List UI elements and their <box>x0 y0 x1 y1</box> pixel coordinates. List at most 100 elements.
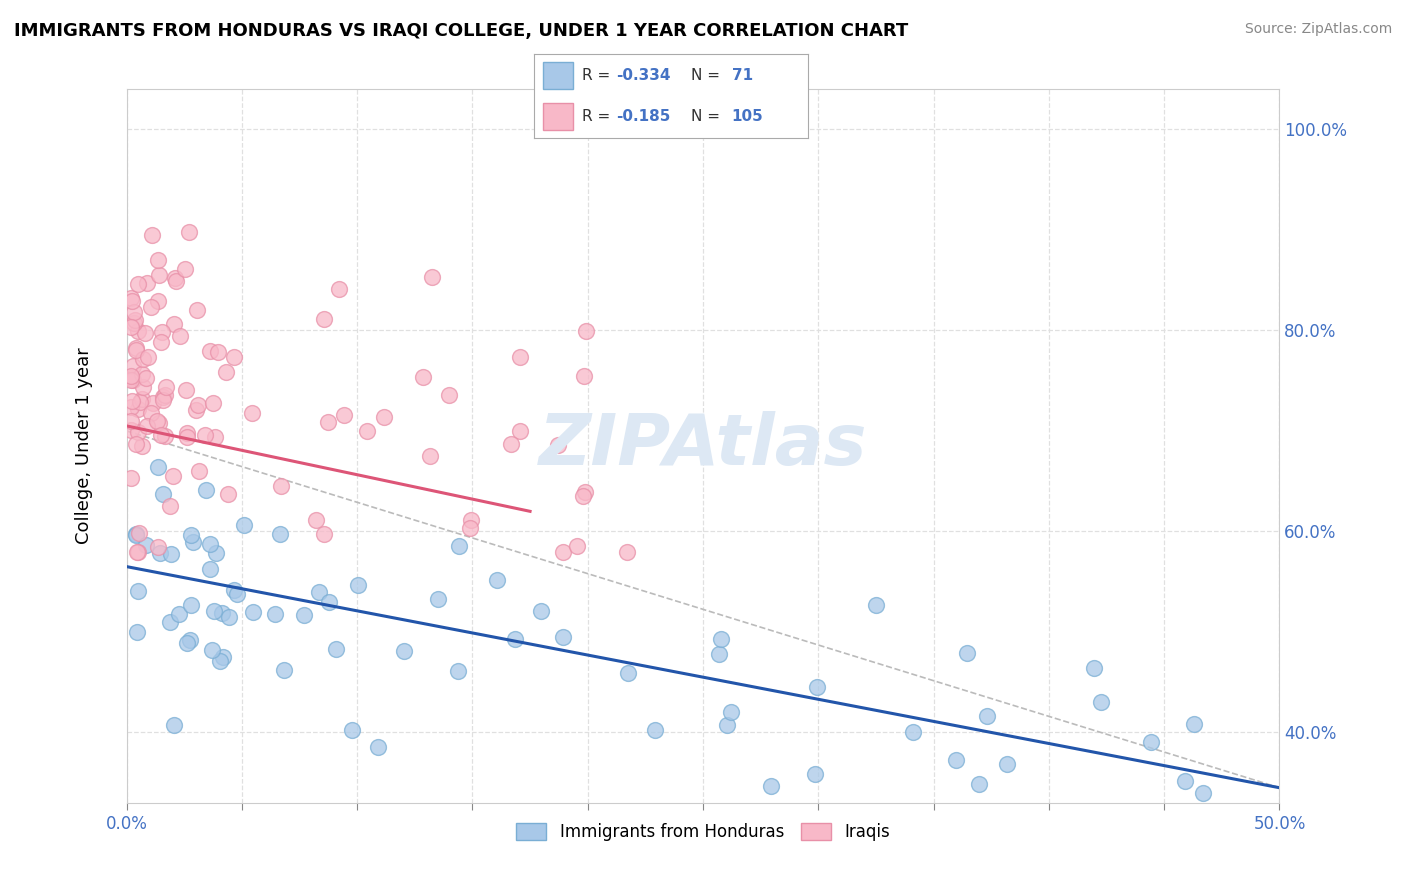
Point <box>616 665 638 680</box>
Point <box>332 408 354 422</box>
Point <box>198 537 221 551</box>
Point <box>162 717 184 731</box>
Point <box>373 409 395 424</box>
Point <box>720 705 742 719</box>
Text: Source: ZipAtlas.com: Source: ZipAtlas.com <box>1244 22 1392 37</box>
Point <box>194 428 217 442</box>
Point <box>530 604 553 618</box>
Text: College, Under 1 year: College, Under 1 year <box>76 348 93 544</box>
Point <box>328 283 350 297</box>
Point <box>242 605 264 619</box>
Point <box>1182 716 1205 731</box>
Point <box>127 583 149 598</box>
Point <box>165 274 187 288</box>
Point <box>120 400 142 414</box>
Point <box>976 709 998 723</box>
Point <box>312 311 335 326</box>
Point <box>208 654 231 668</box>
Point <box>125 436 148 450</box>
Point <box>340 723 363 737</box>
Point <box>308 585 330 599</box>
Point <box>565 539 588 553</box>
Point <box>270 479 292 493</box>
Point <box>184 402 207 417</box>
Point <box>120 319 142 334</box>
Point <box>120 291 142 305</box>
Point <box>225 587 247 601</box>
Point <box>211 607 233 621</box>
Point <box>574 485 596 500</box>
Point <box>202 396 225 410</box>
Point <box>125 544 148 558</box>
Point <box>574 324 596 338</box>
Point <box>211 649 233 664</box>
Point <box>188 464 211 478</box>
Point <box>945 752 967 766</box>
Point <box>174 383 197 397</box>
Point <box>325 642 347 657</box>
Point <box>132 380 155 394</box>
Point <box>426 592 449 607</box>
Point <box>1090 695 1112 709</box>
Point <box>169 329 191 343</box>
Point <box>152 390 174 404</box>
Point <box>148 416 170 430</box>
Point <box>503 632 526 647</box>
Text: -0.334: -0.334 <box>616 68 671 83</box>
Text: 71: 71 <box>731 68 752 83</box>
Point <box>155 380 177 394</box>
Point <box>167 607 190 621</box>
Point <box>716 718 738 732</box>
Point <box>120 471 142 485</box>
Point <box>174 262 197 277</box>
Point <box>292 607 315 622</box>
Text: N =: N = <box>690 68 724 83</box>
Point <box>160 547 183 561</box>
Point <box>1140 735 1163 749</box>
Point <box>136 350 159 364</box>
Point <box>120 414 142 428</box>
Point <box>181 535 204 549</box>
Point <box>127 277 149 292</box>
Point <box>148 268 170 282</box>
Point <box>420 270 443 285</box>
Point <box>419 449 441 463</box>
Point <box>412 370 434 384</box>
Point <box>458 521 481 535</box>
Point <box>207 345 229 359</box>
Point <box>710 632 733 646</box>
Text: IMMIGRANTS FROM HONDURAS VS IRAQI COLLEGE, UNDER 1 YEAR CORRELATION CHART: IMMIGRANTS FROM HONDURAS VS IRAQI COLLEG… <box>14 22 908 40</box>
Point <box>159 499 181 513</box>
FancyBboxPatch shape <box>543 62 572 89</box>
Legend: Immigrants from Honduras, Iraqis: Immigrants from Honduras, Iraqis <box>509 816 897 848</box>
Point <box>162 468 184 483</box>
Point <box>547 438 569 452</box>
Point <box>149 546 172 560</box>
Point <box>125 526 148 541</box>
Point <box>153 429 176 443</box>
Point <box>122 316 145 330</box>
Point <box>121 294 143 309</box>
Point <box>148 459 170 474</box>
Point <box>153 388 176 402</box>
Point <box>150 325 173 339</box>
Point <box>218 609 240 624</box>
Point <box>759 779 782 793</box>
Point <box>217 487 239 501</box>
Point <box>128 526 150 541</box>
Point <box>956 646 979 660</box>
Point <box>1191 786 1213 800</box>
Point <box>205 545 228 559</box>
Point <box>356 424 378 438</box>
Point <box>1083 660 1105 674</box>
Point <box>120 373 142 387</box>
Point <box>437 387 460 401</box>
Point <box>125 343 148 357</box>
Text: N =: N = <box>690 109 724 124</box>
Point <box>553 630 575 644</box>
Point <box>200 643 222 657</box>
Point <box>901 725 924 739</box>
Point <box>146 540 169 554</box>
Point <box>509 425 531 439</box>
Point <box>179 632 201 647</box>
